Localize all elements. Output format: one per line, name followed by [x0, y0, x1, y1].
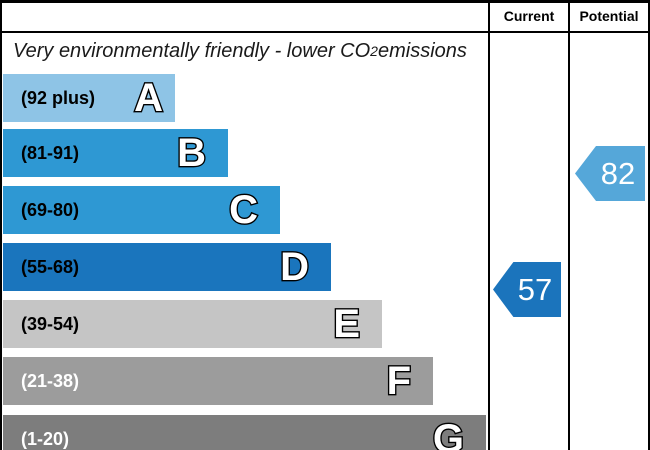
potential-column-header: Potential	[579, 7, 639, 24]
band-b-letter: B	[176, 131, 208, 175]
band-e-letter: E	[332, 302, 361, 346]
potential-value-pointer: 82	[575, 146, 645, 201]
band-e-range-label: (39-54)	[21, 313, 80, 334]
band-d-range-label: (55-68)	[21, 256, 80, 277]
current-value: 57	[517, 271, 553, 307]
band-c-range-label: (69-80)	[21, 199, 80, 220]
chart-title-suffix: emissions	[377, 39, 467, 62]
band-f-letter: F	[385, 359, 412, 403]
band-e: (39-54) E	[3, 300, 382, 348]
band-b: (81-91) B	[3, 129, 228, 177]
band-a-range-label: (92 plus)	[21, 87, 96, 108]
band-b-range-label: (81-91)	[21, 142, 80, 163]
band-d: (55-68) D	[3, 243, 331, 291]
band-c-letter: C	[228, 188, 260, 232]
current-column-header: Current	[503, 7, 555, 24]
band-f: (21-38) F	[3, 357, 433, 405]
current-column-border	[488, 0, 490, 450]
band-a-letter: A	[133, 76, 165, 120]
header-separator-line	[0, 31, 650, 33]
chart-title: Very environmentally friendly - lower CO…	[13, 39, 467, 62]
potential-value: 82	[600, 155, 636, 191]
band-g-letter: G	[431, 417, 465, 450]
band-d-letter: D	[279, 245, 311, 289]
band-g: (1-20) G	[3, 415, 486, 450]
band-c: (69-80) C	[3, 186, 280, 234]
band-a: (92 plus) A	[3, 74, 175, 122]
band-f-range-label: (21-38)	[21, 370, 80, 391]
potential-column-border	[568, 0, 570, 450]
chart-title-text: Very environmentally friendly - lower CO	[13, 39, 371, 62]
band-g-range-label: (1-20)	[21, 428, 70, 449]
current-value-pointer: 57	[493, 262, 561, 317]
